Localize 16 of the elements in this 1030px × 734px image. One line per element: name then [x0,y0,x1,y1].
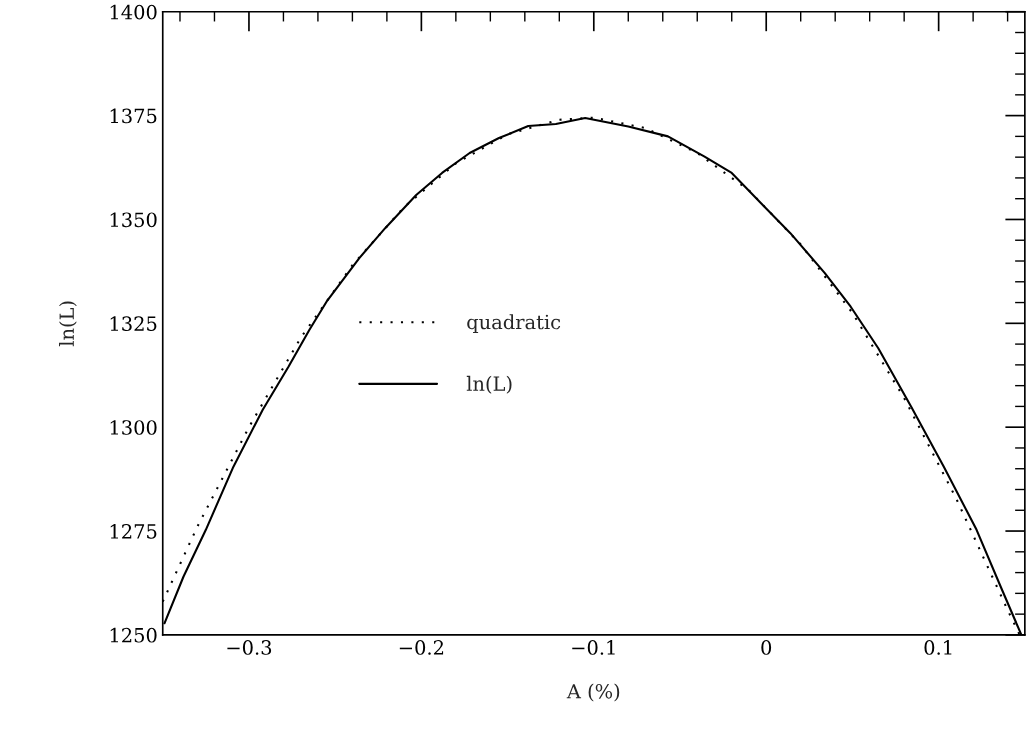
y-tick-label: 1300 [110,420,157,435]
legend-label: quadratic [467,314,561,334]
y-axis-title: ln(L) [59,301,77,347]
y-tick-label: 1375 [110,108,157,124]
x-axis-title: A (%) [566,683,620,702]
y-tick-label: 1350 [110,212,157,228]
y-tick-label: 1400 [110,4,157,20]
x-tick-label: −0.1 [572,640,615,655]
y-tick-label: 1250 [110,627,157,643]
y-tick-label: 1325 [110,316,157,331]
x-tick-label: 0 [761,640,772,655]
y-tick-label: 1275 [110,524,157,539]
x-tick-label: 0.1 [924,640,952,655]
legend-label: ln(L) [466,375,512,394]
x-tick-label: −0.2 [399,640,444,655]
x-tick-label: −0.3 [227,640,272,655]
